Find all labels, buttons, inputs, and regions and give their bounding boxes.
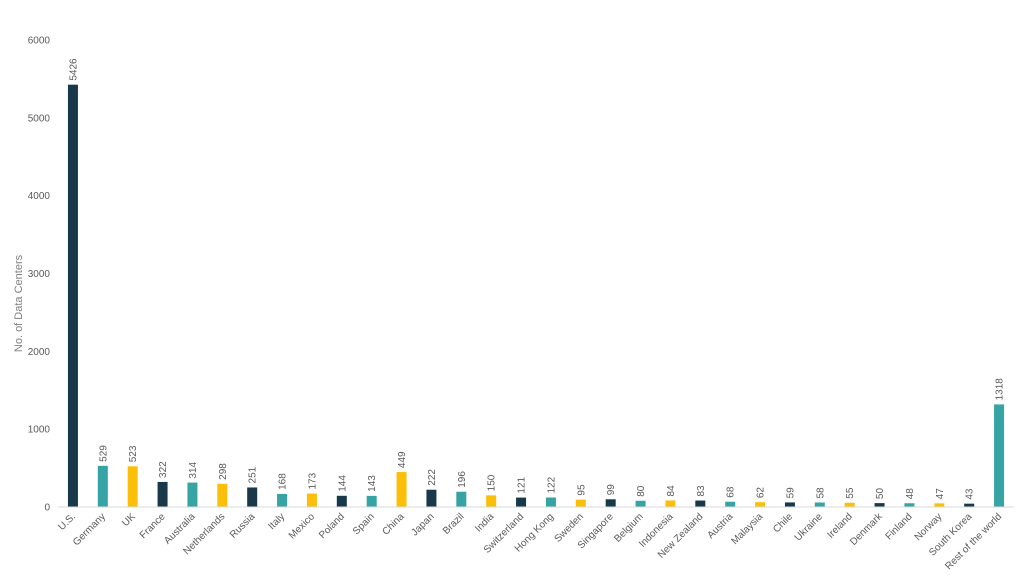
data-label: 99 — [606, 484, 617, 496]
bar — [934, 503, 945, 507]
y-tick-label: 5000 — [28, 113, 51, 124]
bar — [665, 500, 676, 507]
category-label: Finland — [884, 511, 915, 542]
data-label: 122 — [546, 476, 557, 493]
category-label: Russia — [228, 511, 258, 541]
category-label: Chile — [771, 511, 795, 535]
data-label: 84 — [666, 485, 677, 497]
data-label: 251 — [248, 466, 259, 483]
y-tick-label: 3000 — [28, 269, 51, 280]
data-label: 529 — [98, 445, 109, 462]
bar — [157, 481, 168, 507]
data-label: 83 — [696, 485, 707, 497]
category-label: Ukraine — [793, 511, 825, 543]
data-label: 1318 — [995, 378, 1006, 401]
data-label: 222 — [427, 469, 438, 486]
data-label: 58 — [815, 487, 826, 499]
data-label: 298 — [218, 463, 229, 480]
bar — [217, 483, 228, 507]
bar — [605, 499, 616, 507]
y-tick-label: 4000 — [28, 191, 51, 202]
category-label: UK — [120, 511, 138, 529]
bar — [247, 487, 258, 507]
bar — [874, 503, 885, 507]
bar — [97, 465, 108, 507]
data-label: 62 — [756, 487, 767, 499]
y-tick-label: 0 — [44, 503, 50, 514]
y-tick-label: 6000 — [28, 36, 51, 47]
bar — [964, 503, 975, 507]
bar — [277, 493, 288, 507]
category-label: Mexico — [287, 511, 317, 541]
bar — [844, 502, 855, 507]
data-label: 5426 — [68, 58, 79, 81]
data-label: 121 — [517, 476, 528, 493]
bar — [336, 495, 347, 507]
category-label: Japan — [410, 511, 437, 538]
category-label: China — [380, 511, 407, 538]
data-label: 150 — [487, 474, 498, 491]
y-tick-label: 2000 — [28, 347, 51, 358]
data-label: 173 — [307, 472, 318, 489]
bar — [306, 493, 317, 507]
category-label: Poland — [317, 511, 347, 541]
data-label: 50 — [875, 488, 886, 500]
bar — [545, 497, 556, 507]
data-label: 449 — [397, 451, 408, 468]
data-label: 144 — [337, 475, 348, 492]
y-axis-title: No. of Data Centers — [13, 254, 25, 352]
data-label: 47 — [935, 488, 946, 500]
y-tick-label: 1000 — [28, 425, 51, 436]
category-label: Denmark — [848, 511, 885, 548]
category-label: Rest of the world — [943, 511, 1004, 572]
category-label: India — [473, 511, 496, 534]
data-label: 80 — [636, 485, 647, 497]
category-label: Ireland — [825, 511, 854, 540]
data-labels: 5426 529 523 322 314 298 251 168 173 144 143 449 222… — [68, 58, 1005, 500]
category-label: Germany — [71, 511, 108, 548]
category-label: Spain — [351, 511, 377, 537]
data-label: 523 — [128, 445, 139, 462]
bar — [426, 489, 437, 507]
data-label: 322 — [158, 461, 169, 478]
bar — [67, 84, 78, 508]
data-label: 143 — [367, 475, 378, 492]
data-label: 168 — [278, 473, 289, 490]
bar — [516, 497, 527, 507]
bar — [695, 500, 706, 507]
bars — [67, 84, 1005, 508]
bar — [904, 503, 915, 507]
bar — [755, 502, 766, 507]
bar — [366, 495, 377, 507]
bar — [635, 500, 646, 507]
bar — [456, 491, 467, 507]
bar — [396, 472, 407, 507]
data-label: 48 — [905, 488, 916, 500]
bar — [994, 404, 1005, 507]
data-label: 55 — [845, 487, 856, 499]
category-label: Malaysia — [729, 511, 765, 547]
bar — [187, 482, 198, 507]
category-label: Italy — [266, 511, 287, 532]
data-label: 196 — [457, 471, 468, 488]
y-axis-ticks: 0 1000 2000 3000 4000 5000 6000 — [28, 36, 51, 514]
category-label: U.S. — [57, 511, 79, 533]
bar — [814, 502, 825, 507]
data-label: 95 — [576, 484, 587, 496]
bar — [784, 502, 795, 507]
bar — [486, 495, 497, 507]
data-label: 59 — [785, 487, 796, 499]
bar — [575, 499, 586, 507]
category-label: Brazil — [441, 511, 466, 536]
data-label: 314 — [188, 461, 199, 478]
bar — [725, 501, 736, 507]
bar — [127, 466, 138, 507]
data-label: 68 — [726, 486, 737, 498]
data-label: 43 — [965, 488, 976, 500]
